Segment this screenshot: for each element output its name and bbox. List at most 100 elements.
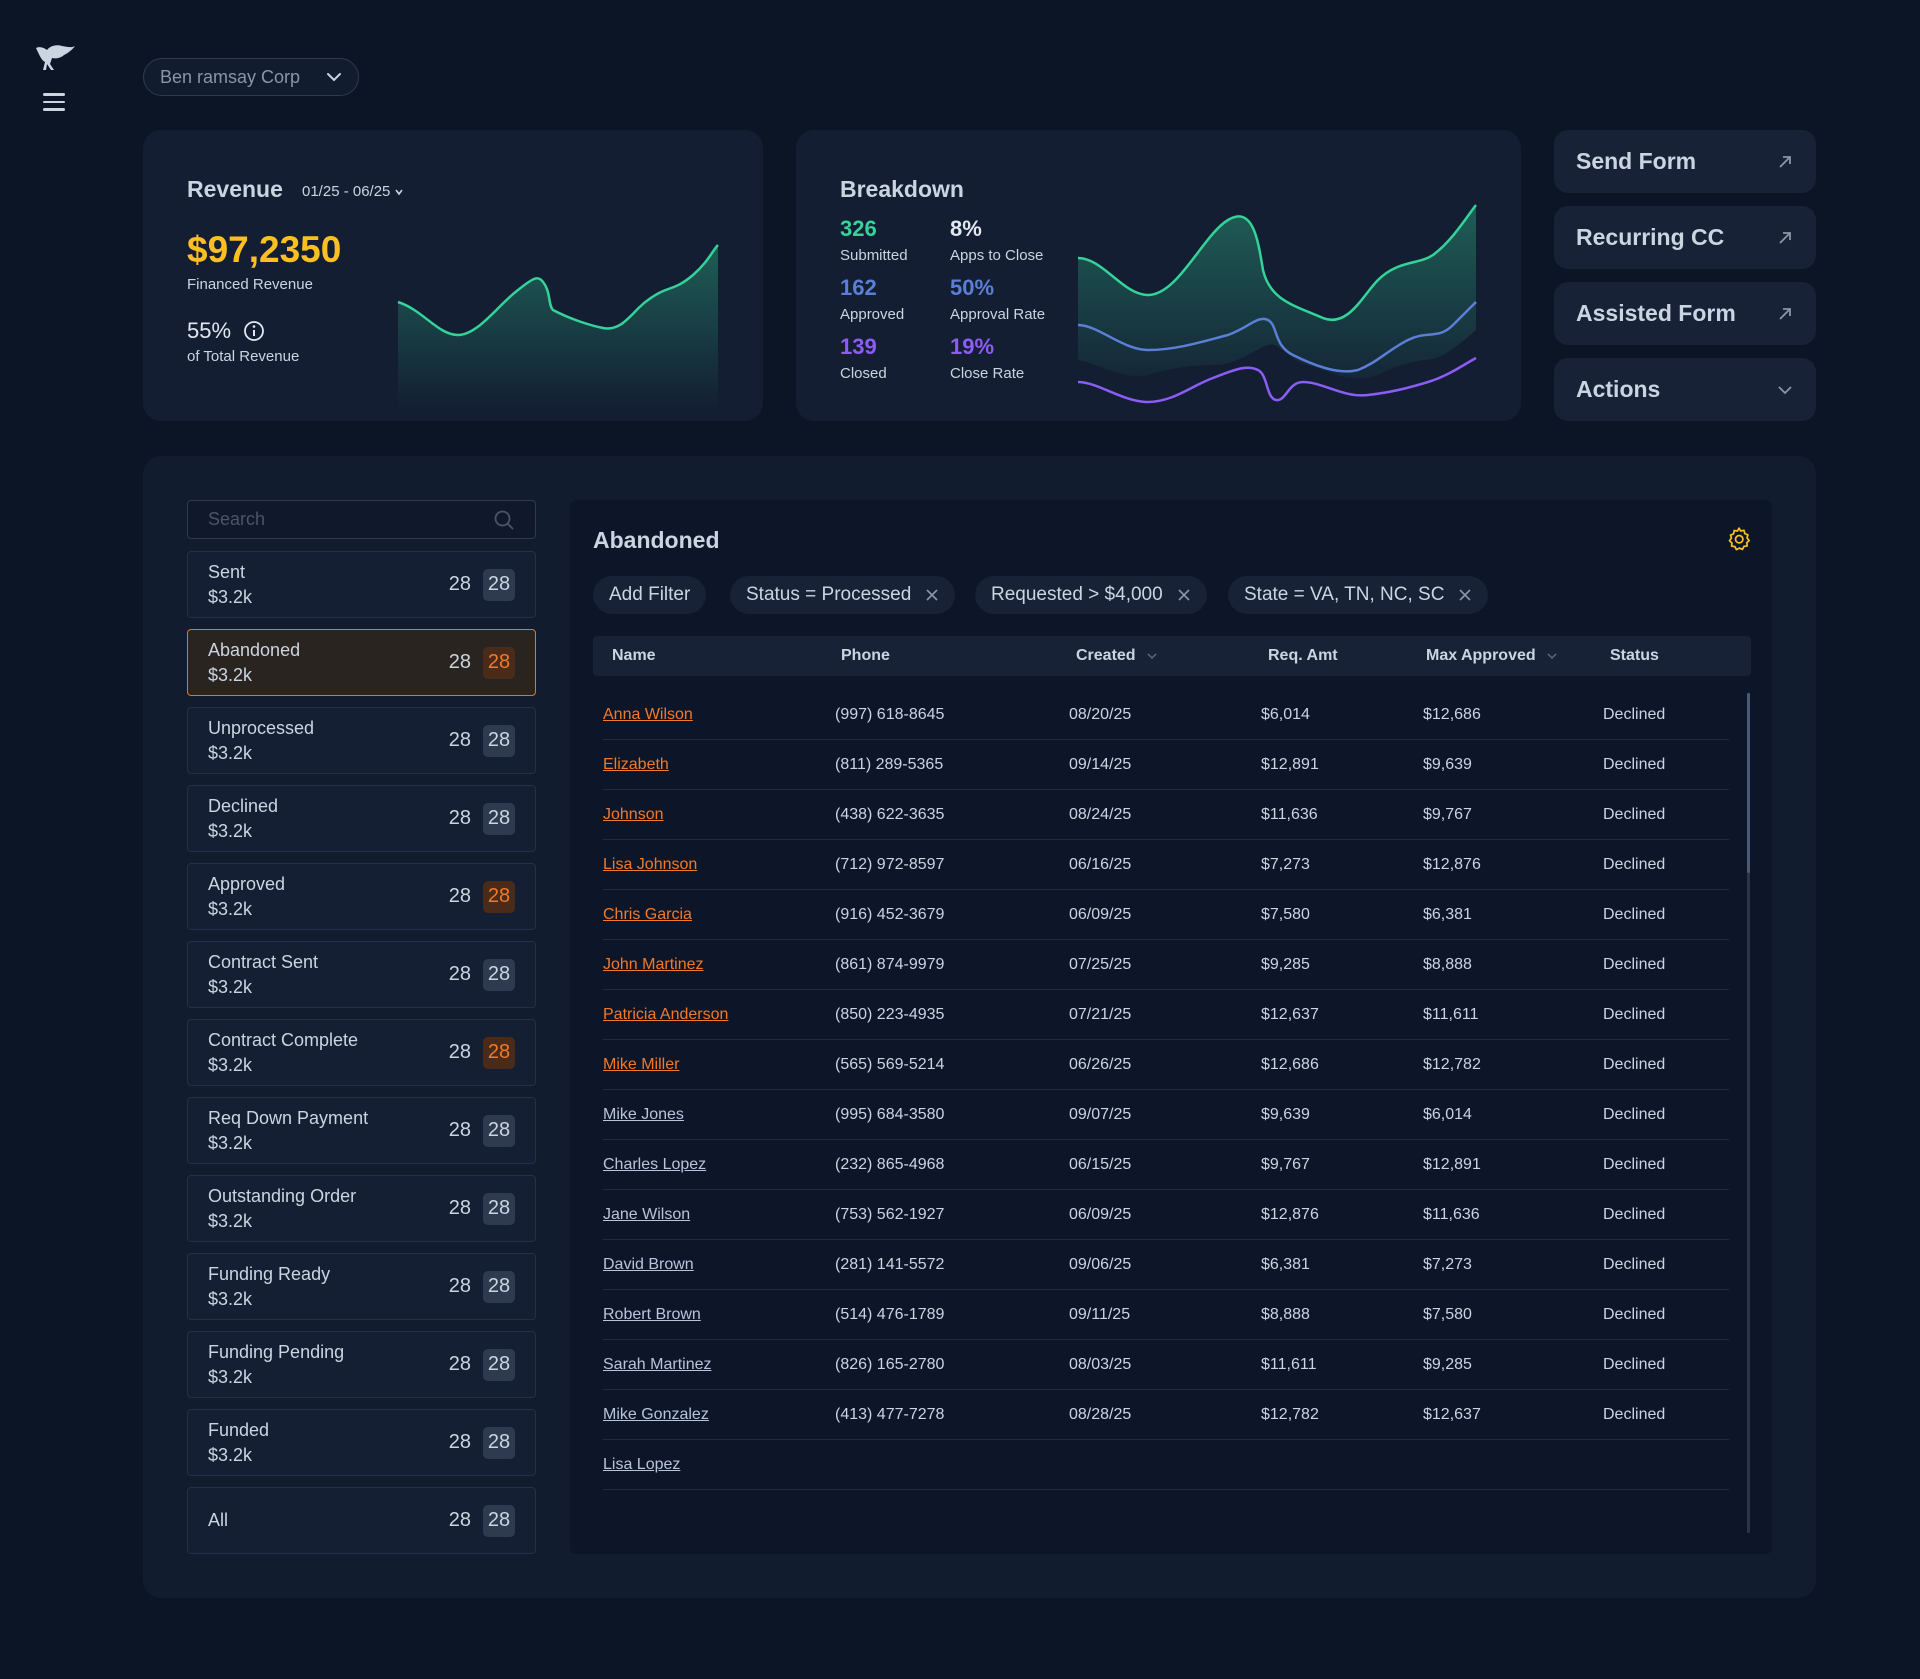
max-approved-cell: $6,381 — [1423, 906, 1472, 923]
applicant-name-link[interactable]: Johnson — [603, 806, 664, 823]
applicant-name-link[interactable]: Sarah Martinez — [603, 1356, 712, 1373]
status-cell: Declined — [1603, 1156, 1666, 1173]
status-cell: Declined — [1603, 1406, 1666, 1423]
table-row[interactable]: Mike Jones (995) 684-3580 09/07/25 $9,63… — [603, 1090, 1729, 1140]
status-amount: $3.2k — [208, 898, 253, 919]
filter-chip-state[interactable]: State = VA, TN, NC, SC — [1228, 576, 1489, 614]
applicant-name-link[interactable]: John Martinez — [603, 956, 704, 973]
column-header-req-amt[interactable]: Req. Amt — [1268, 636, 1338, 676]
status-item-funded[interactable]: Funded $3.2k 28 28 — [187, 1409, 536, 1476]
table-row[interactable]: Robert Brown (514) 476-1789 09/11/25 $8,… — [603, 1290, 1729, 1340]
column-label: Name — [612, 647, 656, 664]
status-cell: Declined — [1603, 1056, 1666, 1073]
column-header-created[interactable]: Created — [1076, 636, 1158, 676]
stat-submitted-label: Submitted — [840, 247, 908, 264]
revenue-date-range[interactable]: 01/25 - 06/25 — [302, 183, 404, 200]
table-row[interactable]: Mike Miller (565) 569-5214 06/26/25 $12,… — [603, 1040, 1729, 1090]
status-text: Sent $3.2k — [208, 560, 252, 610]
search-field[interactable]: Search — [187, 500, 536, 539]
table-row[interactable]: Patricia Anderson (850) 223-4935 07/21/2… — [603, 990, 1729, 1040]
column-header-name[interactable]: Name — [612, 636, 656, 676]
bird-logo-icon[interactable] — [34, 40, 76, 76]
status-item-contract-sent[interactable]: Contract Sent $3.2k 28 28 — [187, 941, 536, 1008]
gear-icon[interactable] — [1726, 526, 1752, 552]
column-label: Max Approved — [1426, 647, 1536, 664]
applicant-name-link[interactable]: Mike Jones — [603, 1106, 684, 1123]
status-item-declined[interactable]: Declined $3.2k 28 28 — [187, 785, 536, 852]
status-item-outstanding-order[interactable]: Outstanding Order $3.2k 28 28 — [187, 1175, 536, 1242]
status-amount: $3.2k — [208, 1288, 253, 1309]
applicant-name-link[interactable]: Patricia Anderson — [603, 1006, 729, 1023]
applicant-name-link[interactable]: David Brown — [603, 1256, 694, 1273]
status-label: Unprocessed — [208, 717, 315, 738]
applicant-name-link[interactable]: Mike Miller — [603, 1056, 680, 1073]
filter-chip-status[interactable]: Status = Processed — [730, 576, 956, 614]
applicant-name-link[interactable]: Anna Wilson — [603, 706, 693, 723]
company-dropdown[interactable]: Ben ramsay Corp — [143, 58, 359, 96]
scrollbar-thumb[interactable] — [1747, 693, 1750, 873]
max-approved-cell: $12,686 — [1423, 706, 1481, 723]
status-badge: 28 — [483, 1036, 515, 1069]
status-text: All — [208, 1508, 228, 1533]
status-amount: $3.2k — [208, 1444, 253, 1465]
actions-dropdown[interactable]: Actions — [1554, 358, 1816, 421]
created-cell: 07/25/25 — [1069, 956, 1132, 973]
table-row[interactable]: Lisa Johnson (712) 972-8597 06/16/25 $7,… — [603, 840, 1729, 890]
add-filter-label: Add Filter — [609, 584, 691, 605]
applicant-name-link[interactable]: Lisa Lopez — [603, 1456, 681, 1473]
table-row[interactable]: Elizabeth (811) 289-5365 09/14/25 $12,89… — [603, 740, 1729, 790]
add-filter-button[interactable]: Add Filter — [593, 576, 707, 614]
applicant-name-link[interactable]: Charles Lopez — [603, 1156, 707, 1173]
applicant-name-link[interactable]: Elizabeth — [603, 756, 669, 773]
req-amt-cell: $7,580 — [1261, 906, 1310, 923]
table-header: Name Phone Created Req. Amt Max Approved… — [593, 636, 1751, 676]
close-icon[interactable] — [925, 588, 939, 602]
table-row[interactable]: Lisa Lopez — [603, 1440, 1729, 1490]
applicant-name-link[interactable]: Mike Gonzalez — [603, 1406, 709, 1423]
table-row[interactable]: Anna Wilson (997) 618-8645 08/20/25 $6,0… — [603, 690, 1729, 740]
close-icon[interactable] — [1177, 588, 1191, 602]
recurring-cc-button[interactable]: Recurring CC — [1554, 206, 1816, 269]
applicant-name-link[interactable]: Lisa Johnson — [603, 856, 698, 873]
table-row[interactable]: Charles Lopez (232) 865-4968 06/15/25 $9… — [603, 1140, 1729, 1190]
search-icon[interactable] — [493, 509, 515, 531]
column-header-status[interactable]: Status — [1610, 636, 1659, 676]
status-item-sent[interactable]: Sent $3.2k 28 28 — [187, 551, 536, 618]
column-header-max-approved[interactable]: Max Approved — [1426, 636, 1558, 676]
applicant-name-link[interactable]: Chris Garcia — [603, 906, 692, 923]
table-row[interactable]: John Martinez (861) 874-9979 07/25/25 $9… — [603, 940, 1729, 990]
stat-closed-value: 139 — [840, 334, 877, 359]
table-scrollbar[interactable] — [1747, 693, 1750, 1533]
req-amt-cell: $12,637 — [1261, 1006, 1319, 1023]
assisted-form-button[interactable]: Assisted Form — [1554, 282, 1816, 345]
status-label: Outstanding Order — [208, 1185, 357, 1206]
table-row[interactable]: Jane Wilson (753) 562-1927 06/09/25 $12,… — [603, 1190, 1729, 1240]
applicant-name-link[interactable]: Robert Brown — [603, 1306, 701, 1323]
close-icon[interactable] — [1458, 588, 1472, 602]
req-amt-cell: $9,639 — [1261, 1106, 1310, 1123]
status-item-all[interactable]: All 28 28 — [187, 1487, 536, 1554]
req-amt-cell: $12,891 — [1261, 756, 1319, 773]
table-row[interactable]: Chris Garcia (916) 452-3679 06/09/25 $7,… — [603, 890, 1729, 940]
created-cell: 07/21/25 — [1069, 1006, 1132, 1023]
status-item-contract-complete[interactable]: Contract Complete $3.2k 28 28 — [187, 1019, 536, 1086]
status-item-req-down-payment[interactable]: Req Down Payment $3.2k 28 28 — [187, 1097, 536, 1164]
send-form-button[interactable]: Send Form — [1554, 130, 1816, 193]
info-icon[interactable] — [243, 320, 265, 342]
status-item-funding-ready[interactable]: Funding Ready $3.2k 28 28 — [187, 1253, 536, 1320]
status-item-abandoned[interactable]: Abandoned $3.2k 28 28 — [187, 629, 536, 696]
filter-chip-requested[interactable]: Requested > $4,000 — [975, 576, 1207, 614]
status-item-approved[interactable]: Approved $3.2k 28 28 — [187, 863, 536, 930]
table-row[interactable]: Sarah Martinez (826) 165-2780 08/03/25 $… — [603, 1340, 1729, 1390]
table-row[interactable]: Mike Gonzalez (413) 477-7278 08/28/25 $1… — [603, 1390, 1729, 1440]
status-item-funding-pending[interactable]: Funding Pending $3.2k 28 28 — [187, 1331, 536, 1398]
status-label: Sent — [208, 561, 246, 582]
created-cell: 09/14/25 — [1069, 756, 1132, 773]
column-header-phone[interactable]: Phone — [841, 636, 890, 676]
hamburger-menu-icon[interactable] — [43, 93, 65, 111]
table-row[interactable]: David Brown (281) 141-5572 09/06/25 $6,3… — [603, 1240, 1729, 1290]
status-item-unprocessed[interactable]: Unprocessed $3.2k 28 28 — [187, 707, 536, 774]
applicant-name-link[interactable]: Jane Wilson — [603, 1206, 691, 1223]
stat-closed-label: Closed — [840, 365, 887, 382]
table-row[interactable]: Johnson (438) 622-3635 08/24/25 $11,636 … — [603, 790, 1729, 840]
